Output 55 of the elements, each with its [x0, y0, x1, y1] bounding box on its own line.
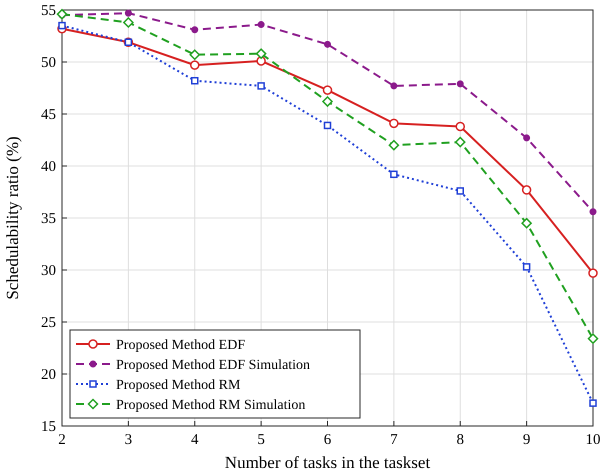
- y-tick-label: 40: [41, 159, 56, 175]
- point: [388, 140, 400, 150]
- point: [589, 399, 597, 407]
- x-tick-label: 2: [58, 432, 66, 448]
- x-tick-label: 10: [586, 432, 600, 448]
- x-tick-label: 6: [324, 432, 332, 448]
- point: [522, 185, 532, 195]
- point: [522, 263, 530, 271]
- y-tick-label: 25: [41, 315, 56, 331]
- point: [190, 49, 200, 60]
- point: [455, 136, 466, 148]
- point: [124, 10, 132, 17]
- point: [58, 22, 66, 30]
- point: [322, 85, 332, 95]
- point: [588, 333, 598, 344]
- point: [456, 122, 465, 132]
- point: [191, 76, 198, 84]
- legend-label: Proposed Method EDF: [116, 338, 246, 353]
- point: [390, 82, 398, 90]
- y-tick-label: 20: [41, 367, 56, 383]
- point: [191, 26, 198, 34]
- point: [590, 208, 596, 216]
- x-axis-title: Number of tasks in the taskset: [224, 453, 430, 472]
- point: [56, 8, 68, 20]
- point: [521, 218, 532, 228]
- x-tick-label: 5: [257, 432, 265, 448]
- point: [523, 134, 530, 142]
- legend-label: Proposed Method RM: [116, 378, 241, 393]
- y-tick-label: 35: [41, 211, 56, 227]
- x-tick-label: 7: [390, 432, 398, 448]
- point: [256, 48, 266, 59]
- y-axis-title: Schedulability ratio (%): [3, 136, 22, 300]
- point: [390, 170, 398, 178]
- y-tick-label: 15: [41, 419, 56, 435]
- y-tick-label: 45: [41, 107, 56, 123]
- x-tick-label: 4: [191, 432, 199, 448]
- point: [389, 118, 399, 128]
- point: [324, 40, 331, 48]
- y-tick-label: 30: [41, 263, 56, 279]
- point: [456, 187, 464, 195]
- point: [456, 80, 464, 88]
- x-tick-label: 9: [522, 432, 530, 448]
- x-tick-label: 8: [456, 432, 464, 448]
- point: [258, 21, 265, 28]
- point: [324, 122, 332, 130]
- point: [190, 60, 200, 70]
- y-tick-label: 50: [41, 55, 56, 71]
- point: [257, 82, 265, 90]
- y-tick-label: 55: [41, 3, 56, 19]
- legend-label: Proposed Method EDF Simulation: [116, 358, 310, 373]
- x-tick-label: 3: [124, 432, 132, 448]
- point: [588, 268, 598, 278]
- point: [322, 96, 333, 107]
- legend-label: Proposed Method RM Simulation: [116, 398, 306, 413]
- point: [123, 17, 134, 28]
